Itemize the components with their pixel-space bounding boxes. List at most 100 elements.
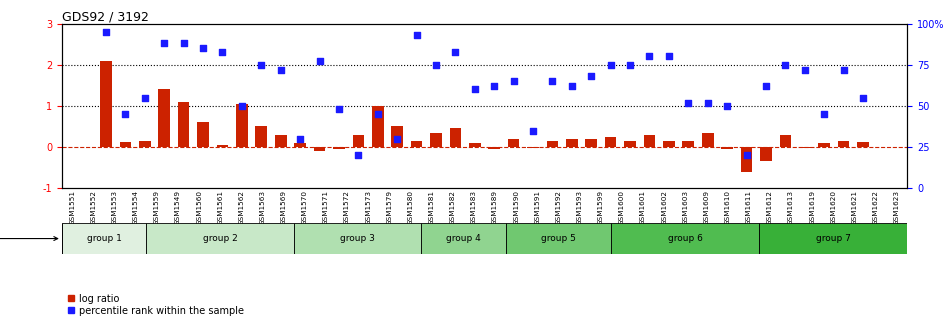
Bar (780, 135, 791, 147)
Point (758, 83, 773, 89)
Point (428, 62, 444, 68)
Bar (663, 141, 674, 147)
Point (661, 54, 676, 59)
Bar (799, 147, 810, 148)
Point (681, 100, 696, 105)
Text: GSM1593: GSM1593 (577, 190, 582, 225)
Text: GSM1581: GSM1581 (428, 190, 435, 225)
Text: GSM1589: GSM1589 (492, 190, 498, 225)
Point (583, 74, 598, 79)
Text: group 4: group 4 (446, 234, 481, 243)
Point (564, 83, 580, 89)
Bar (391, 126, 403, 147)
Bar (314, 147, 325, 151)
Bar (682, 141, 694, 147)
Bar (644, 135, 655, 147)
Text: GSM1563: GSM1563 (259, 190, 266, 225)
Text: GSM1562: GSM1562 (238, 190, 244, 225)
Text: GSM1602: GSM1602 (661, 190, 667, 225)
Text: GSM1554: GSM1554 (133, 190, 139, 225)
Point (137, 95, 152, 100)
Text: GSM1570: GSM1570 (302, 190, 308, 225)
Text: GSM1559: GSM1559 (154, 190, 160, 225)
Text: GSM1613: GSM1613 (788, 190, 794, 225)
Point (700, 100, 715, 105)
Bar (159, 89, 170, 147)
Point (408, 32, 424, 38)
Text: GSM1590: GSM1590 (513, 190, 520, 225)
Point (506, 79, 522, 84)
Bar (857, 142, 869, 147)
Bar (505, 223, 612, 254)
Text: GSM1580: GSM1580 (408, 190, 413, 225)
Bar (410, 141, 423, 147)
Point (157, 41, 172, 46)
Bar (546, 141, 559, 147)
Text: GSM1591: GSM1591 (534, 190, 541, 225)
Bar (139, 141, 151, 147)
Point (719, 103, 734, 109)
Point (235, 103, 250, 109)
Point (467, 87, 483, 92)
Text: group 1: group 1 (86, 234, 122, 243)
Point (817, 112, 832, 117)
Legend: log ratio, percentile rank within the sample: log ratio, percentile rank within the sa… (66, 294, 244, 316)
Point (545, 79, 560, 84)
Text: GSM1623: GSM1623 (894, 190, 900, 225)
Text: group 2: group 2 (203, 234, 238, 243)
Point (525, 128, 541, 133)
Point (778, 62, 793, 68)
Bar (605, 137, 617, 147)
Text: GSM1612: GSM1612 (767, 190, 773, 225)
Text: GSM1592: GSM1592 (556, 190, 561, 225)
Text: GSM1552: GSM1552 (90, 190, 97, 225)
Bar (198, 122, 209, 147)
Text: GSM1620: GSM1620 (830, 190, 836, 225)
Point (312, 59, 327, 64)
Bar (371, 106, 384, 147)
Bar (256, 126, 267, 147)
Bar (721, 147, 733, 149)
Point (196, 46, 211, 51)
Point (855, 95, 870, 100)
Text: GSM1569: GSM1569 (280, 190, 287, 225)
Text: group 6: group 6 (668, 234, 703, 243)
Bar (527, 147, 539, 148)
Text: GSM1561: GSM1561 (218, 190, 223, 225)
Point (797, 67, 812, 72)
Text: group 5: group 5 (542, 234, 576, 243)
Point (118, 112, 133, 117)
Bar (508, 139, 520, 147)
Point (447, 49, 463, 54)
Text: GSM1571: GSM1571 (323, 190, 329, 225)
Bar (178, 102, 189, 147)
Text: GSM1551: GSM1551 (69, 190, 75, 225)
Text: GSM1622: GSM1622 (872, 190, 879, 225)
Point (486, 83, 502, 89)
Bar (449, 128, 461, 147)
Bar (294, 143, 306, 147)
Point (215, 49, 230, 54)
Text: other: other (0, 234, 58, 244)
Point (739, 153, 754, 158)
Point (176, 41, 191, 46)
Bar (236, 104, 248, 147)
Bar (702, 133, 713, 147)
Text: GSM1549: GSM1549 (175, 190, 181, 225)
Point (390, 136, 405, 141)
Bar (760, 147, 771, 161)
Bar (120, 142, 131, 147)
Text: GSM1600: GSM1600 (618, 190, 625, 225)
Text: GSM1603: GSM1603 (682, 190, 689, 225)
Text: group 3: group 3 (340, 234, 375, 243)
Bar (838, 141, 849, 147)
Point (273, 67, 288, 72)
Bar (352, 135, 364, 147)
Bar (741, 147, 752, 172)
Text: GSM1579: GSM1579 (387, 190, 392, 225)
Point (332, 107, 347, 112)
Bar (217, 145, 228, 147)
Text: GSM1619: GSM1619 (809, 190, 815, 225)
Bar (818, 143, 830, 147)
Text: group 7: group 7 (816, 234, 850, 243)
